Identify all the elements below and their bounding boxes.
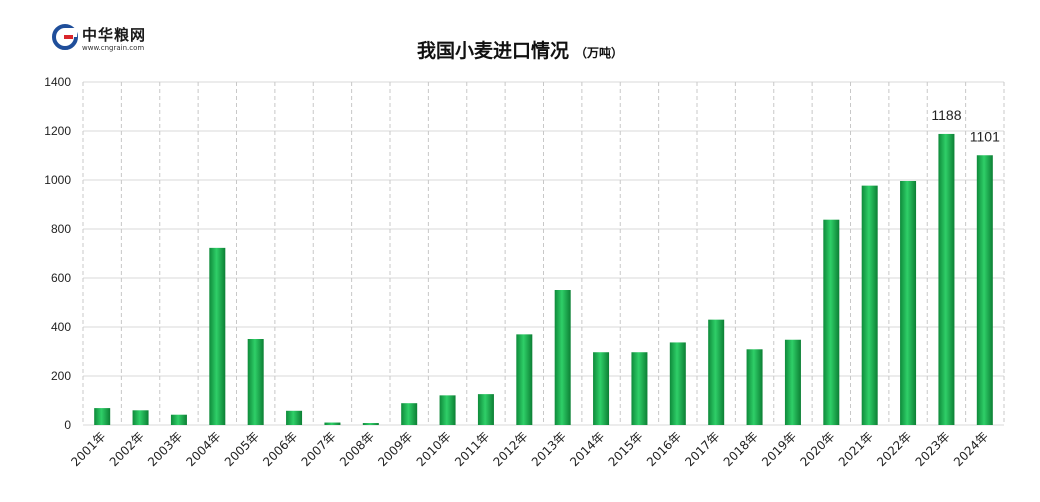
x-tick-label: 2002年 [107,429,147,469]
x-tick-label: 2006年 [260,429,300,469]
x-tick-label: 2023年 [913,429,953,469]
bar [170,414,187,425]
x-axis: 2001年2002年2003年2004年2005年2006年2007年2008年… [68,429,991,469]
chart-title-block: 我国小麦进口情况 （万吨） [0,36,1040,63]
bars [94,133,993,425]
logo-url: www.cngrain.com [82,44,145,52]
bar [861,185,878,425]
x-tick-label: 2001年 [68,429,108,469]
logo-name: 中华粮网 [82,26,147,44]
bar [516,334,533,425]
x-tick-label: 2018年 [721,429,761,469]
x-tick-label: 2009年 [375,429,415,469]
bar [784,339,801,425]
bar [708,319,725,425]
data-label: 1101 [970,128,1000,144]
bar [477,394,494,425]
bar [286,410,303,425]
logo: 中华粮网 www.cngrain.com [52,22,172,58]
bar [324,422,341,425]
x-tick-label: 2024年 [951,429,991,469]
bar [132,410,149,425]
bar [209,247,226,425]
bar [823,219,840,425]
x-tick-label: 2022年 [874,429,914,469]
y-tick-label: 0 [64,418,71,432]
bar [631,352,648,425]
x-tick-label: 2005年 [222,429,262,469]
x-tick-label: 2020年 [797,429,837,469]
grid [82,81,1005,426]
bar [976,155,993,425]
chart-title: 我国小麦进口情况 [416,40,569,62]
x-tick-label: 2007年 [299,429,339,469]
bar [900,180,917,425]
x-tick-label: 2011年 [452,429,492,469]
x-tick-label: 2014年 [567,429,607,469]
bar [554,290,571,425]
bar [593,352,610,425]
bar [94,408,111,425]
x-tick-label: 2021年 [836,429,876,469]
cngrain-logo-icon [52,24,78,50]
bar [938,133,955,425]
x-tick-label: 2012年 [490,429,530,469]
bar [401,403,418,425]
y-tick-label: 800 [51,222,71,236]
chart-unit: （万吨） [575,46,624,60]
bar [439,395,456,425]
y-tick-label: 1000 [44,173,71,187]
x-tick-label: 2019年 [759,429,799,469]
bar [362,423,379,425]
x-tick-label: 2008年 [337,429,377,469]
x-tick-label: 2017年 [682,429,722,469]
y-tick-label: 200 [51,369,71,383]
y-tick-label: 1200 [44,124,71,138]
x-tick-label: 2013年 [529,429,569,469]
data-labels: 1188 1101 [931,107,1000,144]
y-tick-label: 600 [51,271,71,285]
x-tick-label: 2010年 [414,429,454,469]
y-tick-label: 400 [51,320,71,334]
x-tick-label: 2004年 [183,429,223,469]
y-axis: 0 200 400 600 800 1000 1200 1400 [44,75,71,432]
x-tick-label: 2016年 [644,429,684,469]
bar [669,342,686,425]
x-tick-label: 2015年 [606,429,646,469]
bar [746,349,763,425]
data-label: 1188 [931,107,961,123]
bar [247,339,264,425]
y-tick-label: 1400 [44,75,71,89]
x-tick-label: 2003年 [145,429,185,469]
